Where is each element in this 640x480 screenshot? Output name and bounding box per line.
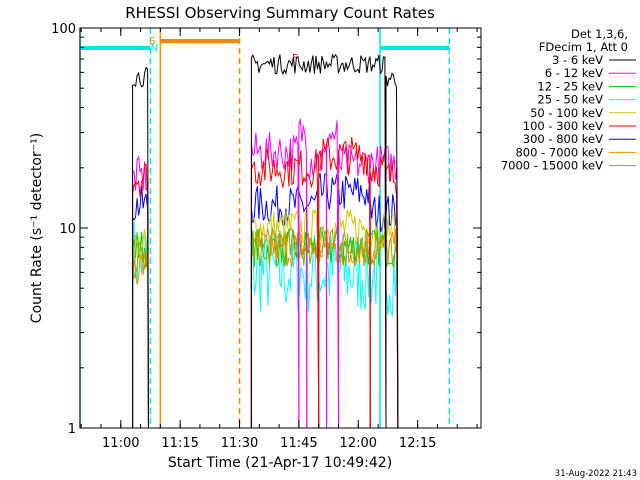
- y-tick-label: 100: [51, 22, 76, 37]
- timestamp-label: 31-Aug-2022 21:43: [555, 469, 637, 479]
- series-trace-7: [132, 249, 149, 429]
- legend-entry-label: 12 - 25 keV: [537, 79, 603, 93]
- series-trace-5: [369, 152, 387, 429]
- series-trace-1: [250, 132, 300, 429]
- x-tick-label: 12:00: [340, 436, 377, 451]
- series-trace-4: [250, 208, 399, 429]
- y-axis-label: Count Rate (s⁻¹ detector⁻¹): [29, 133, 45, 323]
- series-trace-0: [250, 53, 387, 429]
- series-trace-2: [132, 230, 149, 429]
- series-trace-1: [338, 143, 399, 429]
- x-tick-label: 11:30: [221, 436, 258, 451]
- series-trace-1: [298, 118, 308, 429]
- series-trace-8: [250, 227, 399, 429]
- x-axis-label: Start Time (21-Apr-17 10:49:42): [168, 455, 392, 471]
- chart-title: RHESSI Observing Summary Count Rates: [125, 4, 435, 22]
- legend-entry-label: 50 - 100 keV: [530, 106, 603, 120]
- series-layer: [132, 53, 399, 429]
- series-trace-0: [132, 66, 149, 429]
- axes: 11:00 11:15 11:30 11:45 12:00 12:15 1 10 100: [51, 22, 481, 451]
- y-tick-label: 1: [68, 422, 76, 437]
- flag-letter: S: [149, 36, 155, 47]
- series-trace-5: [385, 160, 399, 429]
- series-trace-3: [250, 228, 399, 429]
- legend-entry-label: 3 - 6 keV: [552, 53, 603, 67]
- series-trace-1: [132, 155, 149, 429]
- series-trace-1: [326, 120, 339, 429]
- y-tick-label: 10: [59, 222, 76, 237]
- legend-entry-label: 100 - 300 keV: [523, 119, 603, 133]
- x-tick-label: 11:45: [280, 436, 317, 451]
- series-trace-5: [318, 137, 371, 429]
- legend-entry-label: 800 - 7000 keV: [515, 145, 603, 159]
- legend-header: FDecim 1, Att 0: [539, 40, 628, 54]
- series-trace-5: [250, 148, 320, 429]
- legend-entry-label: 7000 - 15000 keV: [501, 159, 603, 173]
- x-tick-label: 11:00: [102, 436, 139, 451]
- flag-letter: F: [292, 53, 298, 64]
- legend-entry-label: 25 - 50 keV: [537, 93, 603, 107]
- legend-header: Det 1,3,6,: [571, 27, 628, 41]
- legend-entry-label: 300 - 800 keV: [523, 132, 603, 146]
- series-trace-6: [250, 184, 320, 429]
- flag-letter: N: [151, 43, 158, 54]
- legend-entry-label: 6 - 12 keV: [545, 66, 603, 80]
- series-trace-0: [385, 72, 399, 429]
- x-tick-label: 12:15: [399, 436, 436, 451]
- series-trace-6: [132, 185, 149, 429]
- series-trace-8: [132, 239, 149, 429]
- series-trace-5: [132, 163, 149, 429]
- x-tick-label: 11:15: [161, 436, 198, 451]
